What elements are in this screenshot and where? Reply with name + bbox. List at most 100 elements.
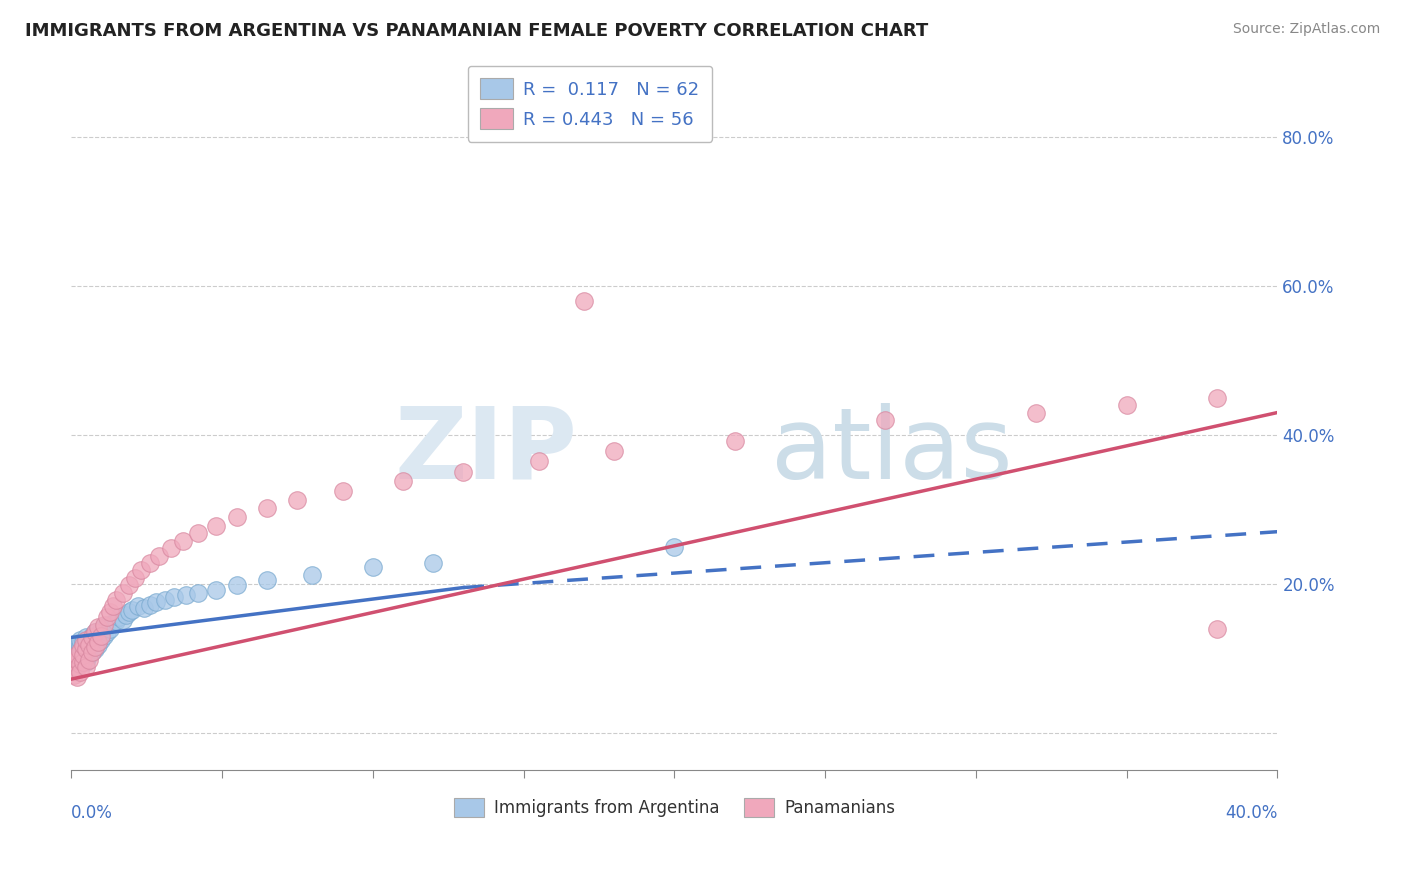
Point <box>66 660 89 674</box>
Point <box>124 571 146 585</box>
Point <box>100 622 122 636</box>
Text: IMMIGRANTS FROM ARGENTINA VS PANAMANIAN FEMALE POVERTY CORRELATION CHART: IMMIGRANTS FROM ARGENTINA VS PANAMANIAN … <box>25 22 928 40</box>
Point <box>129 563 152 577</box>
Point <box>90 629 112 643</box>
Point <box>66 640 89 654</box>
Point <box>174 588 197 602</box>
Point <box>72 644 94 658</box>
Point <box>145 595 167 609</box>
Text: ZIP: ZIP <box>395 403 578 500</box>
Point <box>159 541 181 555</box>
Point <box>84 635 107 649</box>
Point <box>108 610 131 624</box>
Point <box>205 518 228 533</box>
Point <box>527 454 550 468</box>
Point <box>82 645 104 659</box>
Point <box>82 631 104 645</box>
Text: Source: ZipAtlas.com: Source: ZipAtlas.com <box>1233 22 1381 37</box>
Point <box>87 635 110 649</box>
Point <box>93 620 115 634</box>
Point <box>72 638 94 652</box>
Point <box>63 663 86 677</box>
Point <box>66 648 89 662</box>
Point <box>1025 405 1047 419</box>
Point <box>121 603 143 617</box>
Point <box>138 598 160 612</box>
Point <box>287 493 309 508</box>
Point <box>138 556 160 570</box>
Point <box>332 483 354 498</box>
Point <box>392 474 415 488</box>
Point <box>1326 383 1348 397</box>
Point <box>66 670 89 684</box>
Point <box>75 655 97 669</box>
Point <box>1115 398 1137 412</box>
Point <box>66 655 89 669</box>
Point <box>105 593 128 607</box>
Text: atlas: atlas <box>770 403 1012 500</box>
Point <box>127 599 149 614</box>
Point <box>79 632 101 647</box>
Point <box>93 617 115 632</box>
Point <box>132 600 155 615</box>
Point <box>82 638 104 652</box>
Point <box>72 649 94 664</box>
Point <box>66 651 89 665</box>
Point <box>111 586 134 600</box>
Legend: Immigrants from Argentina, Panamanians: Immigrants from Argentina, Panamanians <box>447 791 901 824</box>
Point <box>875 413 897 427</box>
Point <box>63 644 86 658</box>
Point <box>75 636 97 650</box>
Point <box>1206 622 1229 636</box>
Point <box>256 573 278 587</box>
Point <box>63 667 86 681</box>
Point <box>84 625 107 640</box>
Point <box>187 586 209 600</box>
Point <box>69 644 91 658</box>
Point <box>69 657 91 672</box>
Point <box>93 629 115 643</box>
Point <box>301 567 323 582</box>
Text: 40.0%: 40.0% <box>1225 805 1278 822</box>
Point <box>100 605 122 619</box>
Point <box>87 620 110 634</box>
Point <box>163 591 186 605</box>
Point <box>63 655 86 669</box>
Point <box>72 648 94 662</box>
Point <box>82 645 104 659</box>
Point <box>226 509 249 524</box>
Point <box>187 526 209 541</box>
Point <box>79 653 101 667</box>
Point <box>69 665 91 679</box>
Point <box>153 593 176 607</box>
Point <box>72 635 94 649</box>
Point <box>75 632 97 647</box>
Point <box>75 645 97 659</box>
Point <box>205 582 228 597</box>
Point <box>63 651 86 665</box>
Point <box>148 549 170 563</box>
Point <box>111 613 134 627</box>
Point <box>603 444 626 458</box>
Point <box>572 293 595 308</box>
Point <box>96 617 118 632</box>
Point <box>117 578 139 592</box>
Point <box>79 648 101 662</box>
Point <box>87 638 110 652</box>
Point <box>96 625 118 640</box>
Point <box>84 625 107 640</box>
Point <box>103 615 125 630</box>
Point <box>69 642 91 657</box>
Point <box>114 608 136 623</box>
Point <box>90 623 112 637</box>
Point <box>96 610 118 624</box>
Point <box>69 653 91 667</box>
Point <box>69 648 91 662</box>
Point <box>63 658 86 673</box>
Point <box>172 533 194 548</box>
Point <box>75 631 97 645</box>
Point <box>451 465 474 479</box>
Point <box>117 605 139 619</box>
Point <box>1206 391 1229 405</box>
Point <box>79 640 101 654</box>
